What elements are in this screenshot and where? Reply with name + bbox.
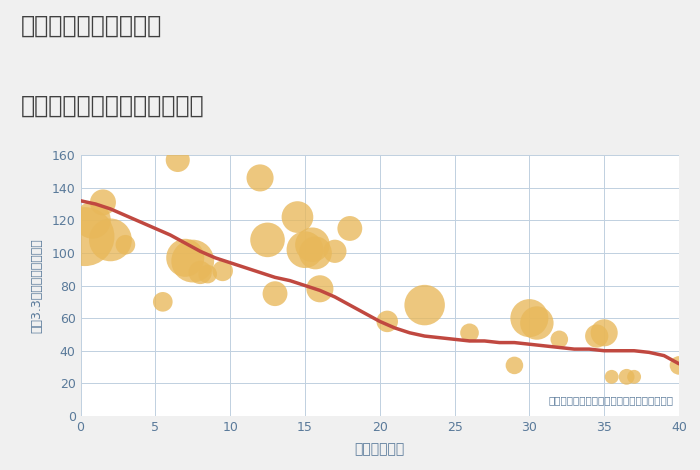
Text: 築年数別中古マンション価格: 築年数別中古マンション価格 — [21, 94, 204, 118]
Point — [329, 248, 340, 255]
X-axis label: 築年数（年）: 築年数（年） — [355, 442, 405, 456]
Point — [195, 269, 206, 276]
Point — [202, 270, 214, 278]
Point — [591, 332, 602, 340]
Point — [158, 298, 169, 306]
Point — [310, 249, 321, 257]
Point — [554, 336, 565, 343]
Point — [464, 329, 475, 337]
Point — [531, 319, 542, 327]
Point — [524, 314, 535, 322]
Point — [97, 199, 108, 206]
Point — [105, 236, 116, 243]
Point — [172, 156, 183, 164]
Point — [314, 285, 326, 292]
Point — [598, 329, 610, 337]
Point — [300, 246, 311, 253]
Point — [120, 241, 131, 249]
Point — [292, 213, 303, 221]
Point — [270, 290, 281, 298]
Point — [509, 361, 520, 369]
Point — [307, 241, 318, 249]
Point — [87, 217, 98, 224]
Point — [629, 373, 640, 381]
Point — [621, 373, 632, 381]
Point — [606, 373, 617, 381]
Point — [255, 174, 266, 182]
Point — [344, 225, 356, 232]
Point — [673, 361, 685, 369]
Point — [180, 254, 191, 262]
Point — [79, 233, 90, 240]
Point — [217, 267, 228, 274]
Point — [382, 318, 393, 325]
Point — [419, 301, 430, 309]
Text: 奈良県奈良市秋篠町の: 奈良県奈良市秋篠町の — [21, 14, 162, 38]
Point — [187, 257, 198, 265]
Point — [262, 236, 273, 243]
Text: 円の大きさは、取引のあった物件面積を示す: 円の大きさは、取引のあった物件面積を示す — [548, 396, 673, 406]
Y-axis label: 坪（3.3㎡）単価（万円）: 坪（3.3㎡）単価（万円） — [30, 238, 43, 333]
